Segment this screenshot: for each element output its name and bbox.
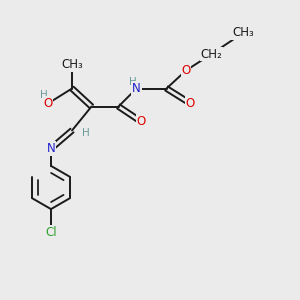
Text: H: H <box>82 128 89 139</box>
Text: O: O <box>44 97 52 110</box>
Text: H: H <box>40 90 47 100</box>
Text: CH₃: CH₃ <box>61 58 83 71</box>
Text: CH₃: CH₃ <box>232 26 254 40</box>
Text: CH₂: CH₂ <box>201 47 222 61</box>
Text: N: N <box>132 82 141 95</box>
Text: H: H <box>129 77 137 87</box>
Text: O: O <box>182 64 190 77</box>
Text: O: O <box>136 115 146 128</box>
Text: O: O <box>186 97 195 110</box>
Text: N: N <box>46 142 56 155</box>
Text: Cl: Cl <box>45 226 57 239</box>
